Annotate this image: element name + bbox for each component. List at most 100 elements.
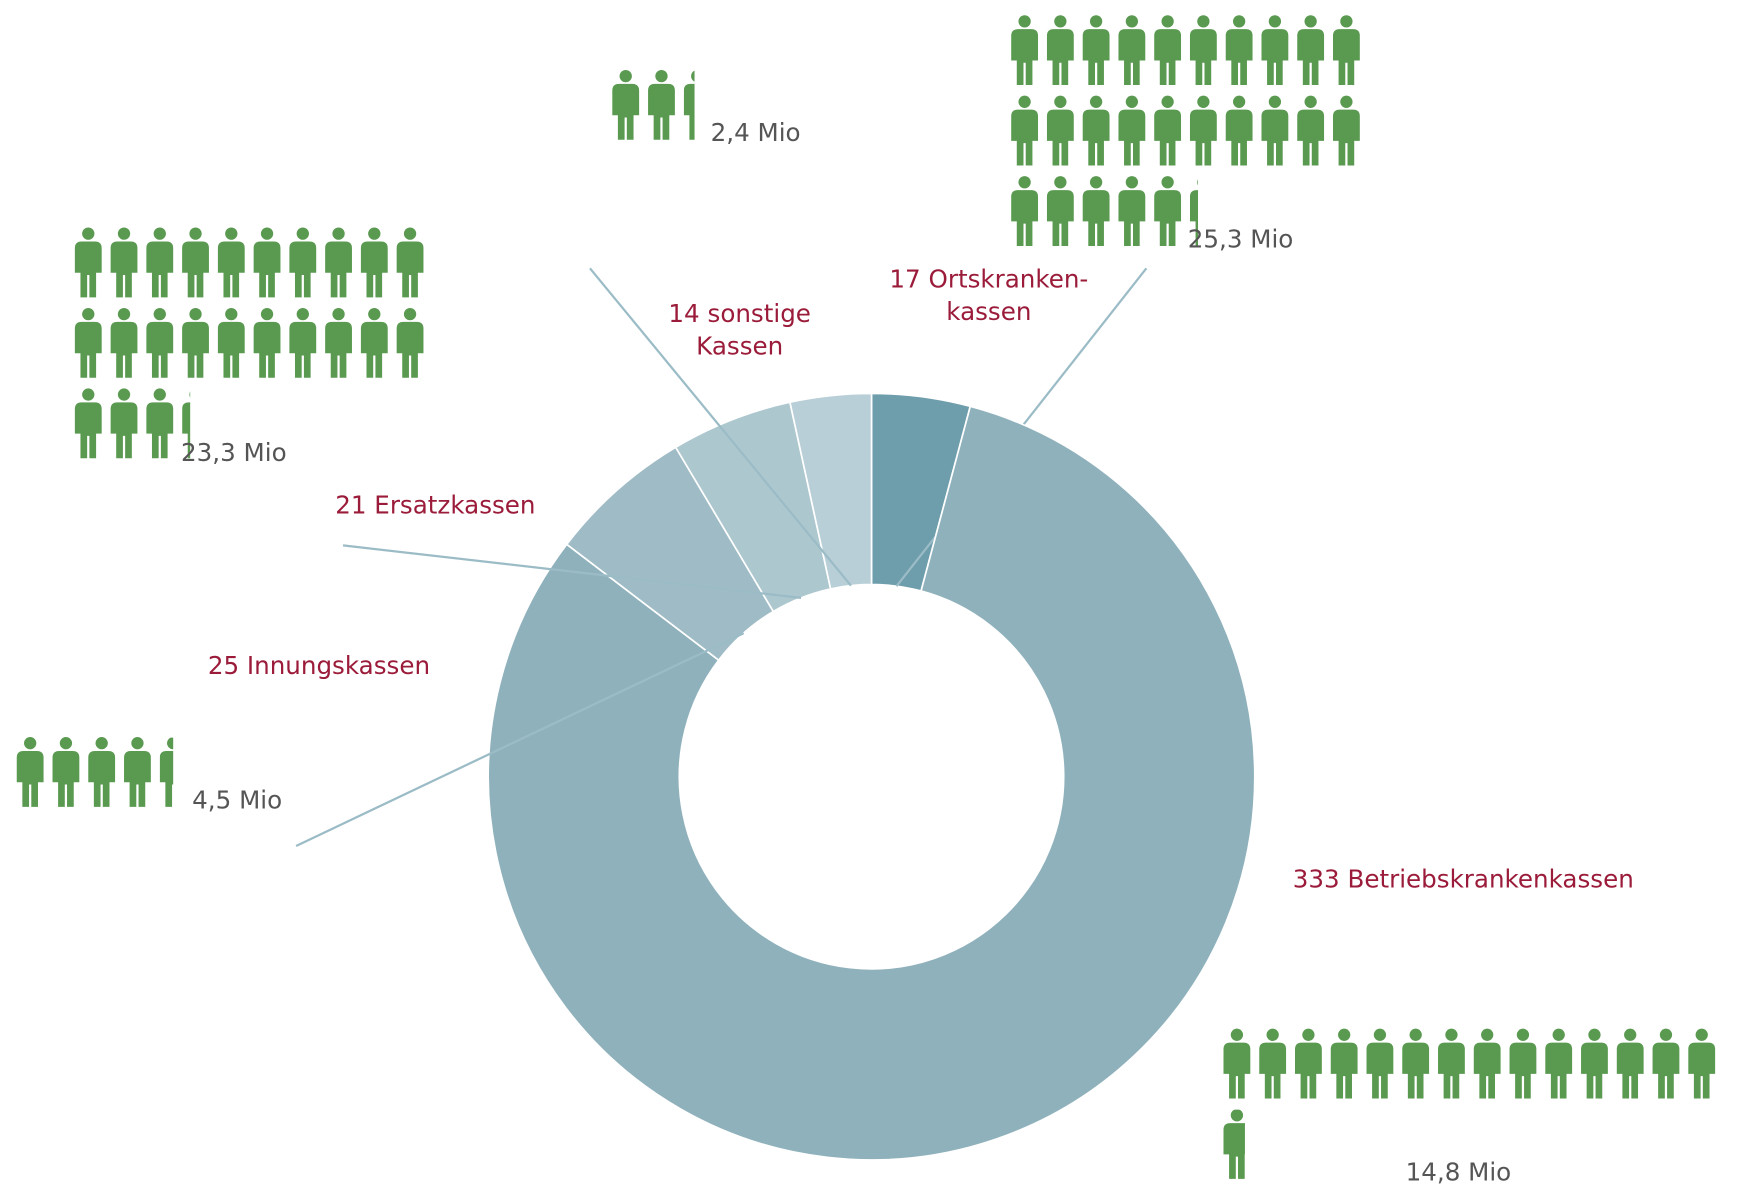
icon-head — [296, 307, 309, 321]
icon-body — [1118, 29, 1146, 86]
icon-body — [1332, 109, 1360, 166]
icon-body — [1082, 29, 1110, 86]
icon-head — [153, 227, 166, 240]
icon-head — [1089, 176, 1103, 189]
icon-head — [1338, 1028, 1351, 1041]
icon-head — [1018, 15, 1031, 28]
icon-head — [1054, 95, 1067, 108]
icon-head — [368, 307, 381, 321]
icon-head — [131, 737, 144, 750]
member-label: 25,3 Mio — [1188, 224, 1294, 253]
icon-head — [1054, 176, 1067, 189]
icon-body — [612, 83, 640, 140]
icon-body — [1332, 29, 1360, 86]
icon-body — [88, 750, 116, 807]
icon-body — [110, 321, 138, 378]
icon-body — [1118, 190, 1146, 246]
leader-line — [295, 632, 745, 847]
icon-body — [1259, 1042, 1287, 1099]
icon-body — [1154, 109, 1182, 166]
icon-body — [1509, 1042, 1537, 1099]
icon-head — [225, 307, 238, 321]
icon-head — [82, 388, 95, 401]
partial-icon — [1223, 1109, 1245, 1179]
icon-body — [1438, 1042, 1465, 1099]
icon-head — [153, 307, 166, 321]
member-label: 4,5 Mio — [192, 785, 282, 814]
slice-label: 21 Ersatzkassen — [335, 490, 535, 519]
icon-body — [360, 321, 388, 378]
icon-head — [1268, 15, 1282, 28]
icon-body — [1011, 190, 1039, 246]
slice-label: 14 sonstige — [668, 299, 811, 328]
icon-head — [1481, 1028, 1494, 1041]
icon-head — [1268, 95, 1282, 108]
icon-body — [1046, 190, 1074, 246]
icon-body — [1225, 29, 1253, 86]
icon-head — [189, 391, 191, 398]
icon-body — [1154, 190, 1182, 246]
slice-label: kassen — [946, 297, 1031, 326]
partial-icon — [683, 70, 695, 140]
icon-body — [683, 83, 695, 140]
icon-head — [296, 227, 309, 240]
icon-body — [182, 241, 209, 298]
icon-head — [82, 227, 95, 240]
icon-body — [74, 241, 102, 298]
icon-head — [1445, 1028, 1458, 1041]
icon-head — [1089, 95, 1103, 108]
icon-body — [146, 241, 174, 298]
icon-head — [1340, 95, 1353, 108]
icon-head — [1197, 179, 1199, 186]
icon-body — [325, 241, 352, 298]
icon-body — [16, 750, 44, 807]
member-icons — [1223, 1028, 1716, 1179]
icon-head — [1302, 1028, 1315, 1041]
icon-head — [153, 388, 166, 401]
icon-head — [403, 227, 417, 240]
donut-slice — [487, 405, 1256, 1161]
partial-icon — [159, 737, 174, 807]
member-icons — [74, 227, 424, 459]
icon-body — [1261, 29, 1289, 86]
icon-body — [74, 402, 102, 459]
icon-body — [217, 321, 245, 378]
icon-head — [95, 737, 108, 750]
icon-head — [1161, 15, 1174, 28]
icon-body — [74, 321, 102, 378]
icon-body — [182, 402, 191, 459]
slice-label: 333 Betriebskrankenkassen — [1293, 865, 1634, 894]
icon-head — [1125, 95, 1139, 108]
icon-body — [1473, 1042, 1501, 1099]
member-icons — [1011, 15, 1360, 246]
icon-head — [1373, 1028, 1387, 1041]
icon-body — [1261, 109, 1289, 166]
icon-body — [1295, 1042, 1322, 1099]
icon-body — [1581, 1042, 1608, 1099]
icon-head — [1409, 1028, 1422, 1041]
icon-body — [1082, 190, 1110, 246]
icon-body — [1652, 1042, 1680, 1099]
icon-body — [217, 241, 245, 298]
icon-body — [396, 321, 424, 378]
icon-head — [189, 307, 202, 321]
icon-head — [1266, 1028, 1279, 1041]
icon-head — [260, 307, 274, 321]
icon-body — [253, 321, 281, 378]
slice-label: 17 Ortskranken- — [889, 265, 1088, 294]
icon-body — [1046, 29, 1074, 86]
icon-head — [1516, 1028, 1530, 1041]
icon-head — [1232, 15, 1246, 28]
donut-slice — [788, 392, 873, 590]
icon-body — [124, 750, 151, 807]
icon-body — [110, 241, 138, 298]
icon-body — [1011, 29, 1039, 86]
icon-head — [332, 227, 345, 240]
icon-body — [1189, 190, 1199, 246]
icon-body — [1011, 109, 1039, 166]
icon-head — [368, 227, 381, 240]
leader-line — [342, 544, 802, 600]
icon-head — [1624, 1028, 1637, 1041]
